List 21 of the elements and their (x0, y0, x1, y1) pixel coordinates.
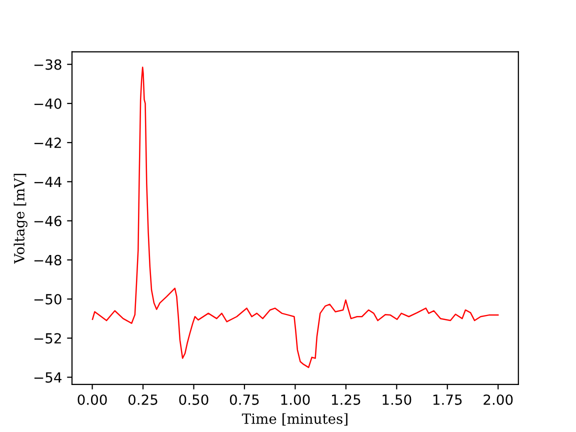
line-series (92, 66, 499, 368)
x-tick-label: 1.50 (382, 394, 412, 405)
x-tick-label: 0.25 (128, 394, 158, 405)
x-tick-label: 0.75 (230, 394, 259, 405)
y-tick-label: −44 (34, 176, 62, 187)
y-tick-label: −42 (34, 138, 61, 148)
y-tick-label: −50 (34, 294, 62, 304)
y-tick-label: −46 (34, 216, 62, 226)
x-tick-label: 1.00 (281, 394, 310, 405)
x-tick-label: 2.00 (484, 394, 513, 405)
y-tick-label: −48 (34, 254, 62, 266)
y-axis-title: Voltage [mV] (14, 174, 28, 264)
x-axis-title: Time [minutes] (242, 413, 348, 426)
y-tick-label: −52 (34, 333, 61, 344)
y-tick-label: −38 (34, 59, 62, 70)
x-tick-label: 0.00 (78, 394, 107, 405)
y-tick-label: −54 (34, 372, 62, 383)
x-tick-label: 0.50 (179, 394, 208, 405)
x-tick-label: 1.75 (433, 394, 462, 405)
x-tick-label: 1.25 (332, 394, 360, 405)
y-tick-label: −40 (34, 98, 62, 109)
